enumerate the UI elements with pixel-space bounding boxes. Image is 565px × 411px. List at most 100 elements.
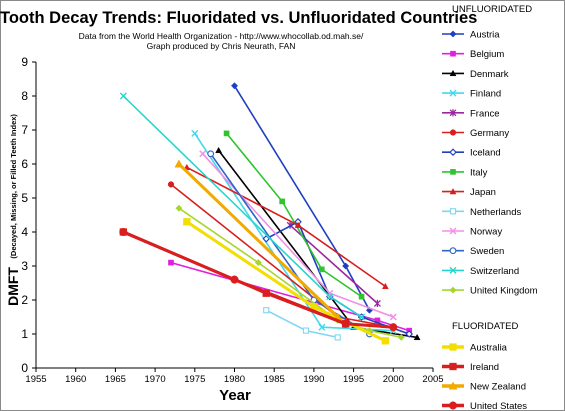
axes (35, 62, 433, 369)
legend-item-germany: Germany (442, 128, 509, 139)
legend-marker-ireland (449, 362, 457, 371)
legend-label-germany: Germany (470, 128, 509, 139)
legend-label-austria: Austria (470, 30, 500, 41)
data-point-germany (167, 181, 175, 188)
x-tick-label: 2000 (383, 374, 404, 385)
legend-heading-fluoridated: FLUORIDATED (452, 321, 518, 332)
x-tick-label: 1990 (303, 374, 324, 385)
legend-label-italy: Italy (470, 167, 488, 178)
data-point-netherlands (263, 307, 270, 314)
series-line-new-zealand (177, 162, 340, 319)
legend-marker-france (449, 109, 457, 117)
data-point-united-states (341, 319, 350, 328)
y-tick-label: 8 (21, 89, 28, 103)
legend-marker-united-kingdom (449, 286, 457, 294)
legend-item-sweden: Sweden (442, 246, 504, 257)
legend-marker-sweden (449, 247, 457, 255)
series-austria (231, 82, 373, 314)
legend-item-netherlands: Netherlands (442, 207, 521, 218)
data-point-italy (358, 293, 365, 300)
data-point-united-kingdom (175, 204, 183, 212)
legend-marker-netherlands (449, 208, 457, 215)
legend-label-sweden: Sweden (470, 246, 504, 257)
legend-item-iceland: Iceland (442, 148, 501, 159)
legend-marker-germany (449, 129, 457, 136)
data-point-france (373, 299, 381, 307)
x-tick-label: 1955 (25, 374, 46, 385)
legend-marker-denmark (449, 69, 457, 77)
data-point-sweden (207, 150, 215, 158)
data-point-united-kingdom (254, 259, 262, 267)
legend-label-iceland: Iceland (470, 148, 501, 159)
data-point-finland (191, 129, 199, 137)
data-point-japan (294, 221, 302, 228)
legend-item-finland: Finland (442, 89, 501, 100)
series-line-italy (225, 132, 363, 298)
data-point-italy (223, 130, 230, 137)
x-tick-label: 1960 (65, 374, 86, 385)
series-australia (183, 218, 390, 345)
data-point-norway (389, 313, 397, 321)
y-tick-label: 3 (21, 259, 28, 273)
data-point-united-kingdom (397, 333, 405, 341)
legend-label-netherlands: Netherlands (470, 207, 521, 218)
data-point-belgium (168, 259, 174, 266)
legend-marker-new-zealand (448, 381, 458, 390)
x-tick-label: 1980 (224, 374, 245, 385)
legend-marker-finland (449, 89, 457, 97)
x-axis-title: Year (219, 387, 251, 404)
data-point-netherlands (302, 327, 310, 334)
y-axis-title: DMFT (5, 267, 21, 306)
legend-label-norway: Norway (470, 227, 502, 238)
legend-marker-iceland (449, 148, 457, 156)
legend-marker-austria (449, 30, 457, 38)
x-tick-label: 1985 (264, 374, 285, 385)
data-point-new-zealand (174, 159, 184, 168)
x-tick-label: 1965 (105, 374, 126, 385)
data-point-iceland (405, 330, 413, 338)
legend-marker-belgium (450, 50, 456, 57)
legend: UNFLUORIDATED FLUORIDATED Austria Belgium De… (442, 4, 538, 411)
data-point-australia (183, 218, 191, 226)
data-point-switzerland (326, 293, 334, 301)
y-tick-label: 4 (21, 225, 28, 239)
data-point-united-states (230, 275, 239, 284)
legend-item-denmark: Denmark (442, 69, 509, 80)
legend-item-united-kingdom: United Kingdom (442, 286, 538, 297)
legend-marker-united-states (448, 401, 458, 410)
series-switzerland (119, 92, 366, 321)
chart-subtitle-credit: Graph produced by Chris Neurath, FAN (146, 41, 296, 51)
series-layer (119, 82, 421, 345)
chart-title: Tooth Decay Trends: Fluoridated vs. Unfl… (0, 9, 478, 27)
data-point-switzerland (119, 92, 127, 100)
legend-label-belgium: Belgium (470, 49, 504, 60)
legend-item-australia: Australia (442, 343, 508, 354)
legend-item-switzerland: Switzerland (442, 266, 519, 277)
data-point-denmark (413, 333, 421, 341)
legend-label-australia: Australia (470, 343, 508, 354)
y-axis-title-group: DMFT (Decayed, Missing, or Filled Teeth … (5, 114, 21, 306)
data-point-italy (279, 198, 285, 205)
legend-label-switzerland: Switzerland (470, 266, 519, 277)
data-point-netherlands (334, 334, 341, 341)
legend-label-united-kingdom: United Kingdom (470, 286, 538, 297)
series-netherlands (263, 307, 341, 341)
y-tick-label: 7 (21, 123, 28, 137)
data-point-japan (381, 282, 389, 290)
data-point-norway (199, 150, 207, 158)
series-line-finland (194, 132, 395, 332)
data-point-finland (318, 323, 326, 331)
legend-heading-unfluoridated: UNFLUORIDATED (452, 4, 532, 15)
y-tick-label: 5 (21, 191, 28, 205)
legend-item-austria: Austria (442, 30, 500, 41)
data-point-united-states (389, 323, 398, 332)
legend-item-belgium: Belgium (442, 49, 504, 60)
x-tick-label: 1975 (184, 374, 205, 385)
series-italy (223, 130, 365, 300)
x-tick-label: 1995 (343, 374, 364, 385)
legend-item-united-states: United States (442, 401, 527, 411)
legend-label-united-states: United States (470, 401, 527, 411)
data-point-austria (231, 82, 238, 90)
legend-item-new-zealand: New Zealand (442, 381, 526, 393)
